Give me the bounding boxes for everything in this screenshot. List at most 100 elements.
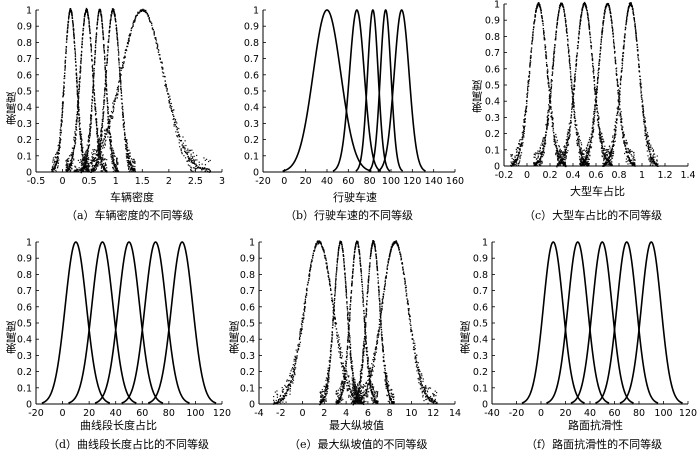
curve-dot	[105, 85, 107, 88]
curve-dot	[118, 80, 121, 82]
curve-dot	[160, 61, 162, 63]
curve-dot	[575, 62, 577, 65]
curve-dot	[78, 114, 80, 117]
curve-dot	[544, 143, 546, 146]
curve-dot	[128, 39, 130, 41]
curve-dot	[540, 163, 542, 165]
curve-dot	[190, 160, 193, 162]
curve-dot	[110, 16, 112, 18]
curve-dot	[602, 149, 604, 152]
curve-dot	[97, 18, 99, 21]
curve-dot	[587, 18, 589, 20]
curve-dot	[167, 93, 169, 95]
curve-dot	[120, 89, 122, 92]
curve-dot	[560, 151, 562, 153]
curve-dot	[187, 155, 189, 158]
curve-dot	[589, 146, 591, 148]
curve-dot	[62, 102, 64, 104]
curve-dot	[188, 159, 190, 161]
curve-dot	[541, 20, 544, 22]
curve-dot	[88, 171, 90, 173]
curve-dot	[137, 11, 139, 14]
curve-dot	[166, 87, 168, 90]
curve-dot	[109, 139, 111, 142]
curve-dot	[100, 130, 102, 132]
curve-dot	[98, 151, 100, 154]
curve-dot	[58, 159, 60, 161]
curve-dot	[539, 164, 541, 167]
curve-dot	[90, 122, 92, 124]
curve-dot	[511, 162, 513, 165]
curve-dot	[634, 162, 636, 164]
curve-dot	[586, 161, 588, 163]
curve-dot	[98, 147, 100, 150]
curve-dot	[127, 153, 129, 156]
curve-dot	[109, 120, 111, 123]
curve-dot	[106, 59, 108, 62]
curve-dot	[96, 165, 98, 167]
curve-dot	[569, 64, 571, 66]
curve-dot	[510, 165, 513, 167]
curve-dot	[618, 89, 620, 91]
curve-dot	[54, 167, 57, 169]
curve-dot	[581, 156, 584, 158]
curve-dot	[125, 148, 127, 150]
curve-dot	[78, 78, 81, 80]
curve-dot	[586, 156, 588, 159]
curve-dot	[568, 59, 570, 61]
curve-dot	[84, 13, 86, 15]
curve-dot	[81, 171, 83, 173]
curve-dot	[91, 156, 93, 158]
curve-dot	[567, 40, 569, 42]
curve-dot	[101, 130, 103, 132]
curve-dot	[69, 169, 72, 172]
curve-dot	[593, 118, 595, 121]
curve-dot	[103, 44, 105, 47]
curve-dot	[512, 158, 515, 161]
curve-dot	[89, 29, 91, 31]
curve-dot	[72, 155, 74, 157]
curve-dot	[72, 22, 74, 24]
curve-dot	[120, 92, 123, 94]
curve-dot	[562, 164, 565, 166]
curve-dot	[568, 50, 570, 52]
curve-dot	[600, 36, 603, 38]
curve-dot	[72, 154, 74, 156]
chart-panel-c: -0.2 0 0.2 0.4 0.6 0.8 1 1.2 1.4 0 0.1 0.2 0.3 0.4 0.5…	[466, 0, 699, 228]
curve-dot	[566, 32, 568, 34]
curve-dot	[177, 131, 179, 133]
curve-dot	[123, 57, 126, 59]
curve-dot	[80, 137, 82, 140]
curve-dot	[75, 126, 77, 128]
curve-dot	[543, 137, 545, 139]
curve-dot	[571, 91, 573, 93]
curve-dot	[547, 71, 549, 73]
curve-dot	[559, 155, 562, 157]
curve-dot	[93, 159, 96, 161]
curve-dot	[88, 18, 90, 20]
curve-dot	[125, 144, 128, 147]
curve-dot	[63, 90, 65, 93]
curve-dot	[103, 89, 106, 91]
curve-dot	[530, 47, 533, 49]
curve-dot	[601, 133, 603, 135]
curve-dot	[191, 162, 194, 164]
curve-dot	[101, 147, 104, 149]
curve-dot	[74, 134, 77, 136]
curve-dot	[573, 108, 575, 111]
curve-dot	[564, 19, 567, 22]
curve-dot	[600, 147, 603, 150]
curve-dot	[582, 161, 585, 163]
curve-dot	[547, 121, 549, 123]
curve-dot	[64, 72, 66, 74]
curve-dot	[559, 148, 561, 150]
curve-dot	[81, 145, 83, 147]
curve-dot	[147, 14, 149, 16]
curve-dot	[66, 37, 68, 39]
curve-dot	[561, 160, 564, 162]
curve-dot	[103, 51, 105, 53]
curve-dot	[140, 10, 143, 13]
curve-dot	[78, 88, 80, 90]
curve-dot	[590, 136, 593, 138]
curve-dot	[69, 10, 71, 12]
